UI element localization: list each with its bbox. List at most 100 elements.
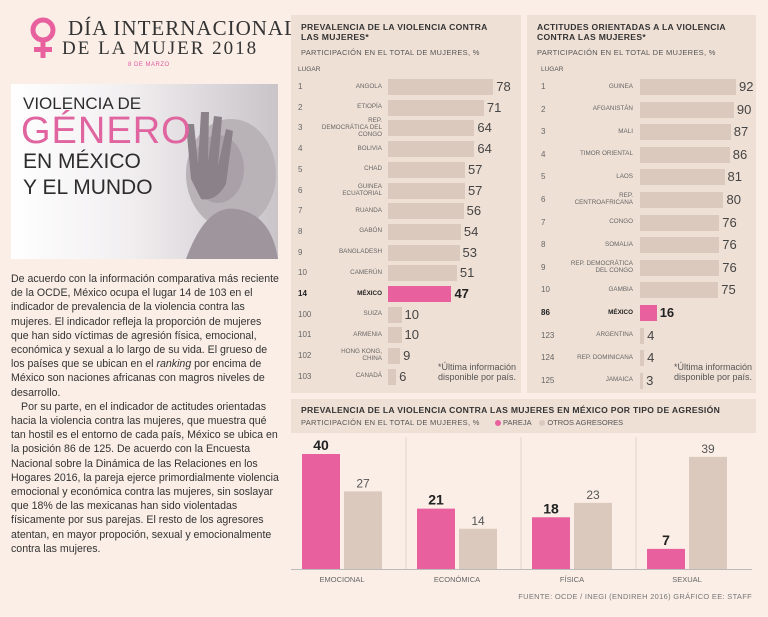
bar-row: 6 REP. CENTROAFRICANA 80 (541, 190, 753, 210)
bar (640, 146, 730, 163)
country-label: SOMALIA (605, 240, 633, 248)
bar-row: 7 CONGO 76 (541, 213, 753, 233)
value-label: 51 (459, 265, 475, 281)
value-label: 10 (404, 327, 419, 343)
value-label: 4 (647, 350, 655, 366)
rank-label: 3 (541, 127, 546, 137)
bar (640, 101, 734, 118)
bar-row: 3 MALI 87 (541, 122, 753, 142)
header-date: 8 DE MARZO (128, 62, 170, 68)
bar (388, 99, 484, 116)
chart3-legend: PAREJA OTROS AGRESORES (489, 418, 623, 427)
value-label: 14 (471, 514, 485, 528)
chart2-note: *Última información disponible por país. (673, 362, 752, 382)
chart2-rows: 1 GUINEA 92 2 AFGANISTÁN 90 3 MALI 87 4 TIMOR ORIE… (541, 77, 753, 397)
value-label: 27 (356, 476, 370, 490)
value-label: 10 (404, 306, 419, 322)
rank-label: 102 (298, 351, 312, 361)
legend-otros-label: OTROS AGRESORES (547, 418, 624, 427)
hero-title-line1: VIOLENCIA DE (23, 94, 142, 113)
value-label: 57 (467, 161, 483, 177)
chart1-rank-label: LUGAR (298, 66, 321, 73)
bar-row: 5 CHAD 57 (298, 160, 518, 180)
rank-label: 103 (298, 371, 312, 381)
country-label: REP. DOMINICANA (577, 353, 633, 361)
chart3-title: PREVALENCIA DE LA VIOLENCIA CONTRA LAS M… (301, 405, 721, 415)
bar (388, 182, 465, 199)
bar-row: 10 CAMERÚN 51 (298, 263, 518, 283)
category-label: FÍSICA (560, 575, 584, 584)
rank-label: 7 (541, 217, 546, 227)
bar-row: 10 GAMBIA 75 (541, 280, 753, 300)
chart1-note: *Última información disponible por país. (437, 362, 516, 382)
type-bar-chart: 40 27 EMOCIONAL 21 14 ECONÓMICA 18 23 FÍSICA 7 39 S… (302, 437, 727, 584)
rank-label: 4 (298, 144, 303, 154)
bar (640, 327, 645, 344)
rank-label: 10 (298, 268, 307, 278)
bar (388, 223, 461, 240)
value-label: 7 (662, 532, 670, 548)
chart1-subtitle: PARTICIPACIÓN EN EL TOTAL DE MUJERES, % (301, 48, 480, 57)
value-label: 47 (454, 286, 469, 301)
value-label: 90 (736, 101, 752, 117)
bar (640, 169, 725, 186)
value-label: 56 (466, 203, 482, 219)
paragraph-2: Por su parte, en el indicador de actitud… (11, 400, 279, 555)
country-label: MALI (618, 127, 633, 135)
value-label: 75 (721, 282, 736, 298)
bar-row: 124 REP. DOMINICANA 4 (541, 348, 753, 368)
bar-row: 123 ARGENTINA 4 (541, 326, 753, 346)
bar-pareja (417, 508, 455, 569)
bar-row: 5 LAOS 81 (541, 167, 753, 187)
venus-symbol-icon (30, 17, 56, 58)
bar-row: 14 MÉXICO 47 (298, 284, 518, 304)
value-label: 21 (428, 492, 444, 508)
bar-row: 9 REP. DEMOCRÁTICA DEL CONGO 76 (541, 258, 753, 278)
rank-label: 9 (298, 247, 303, 257)
hero-title-line3: EN MÉXICO (23, 150, 141, 173)
bar-row: 8 SOMALIA 76 (541, 235, 753, 255)
value-label: 71 (486, 99, 502, 115)
bar (388, 265, 457, 282)
rank-label: 6 (298, 185, 303, 195)
country-label: REP. DEMOCRÁTICA DEL CONGO (570, 259, 633, 274)
value-label: 23 (586, 488, 600, 502)
value-label: 6 (399, 368, 407, 384)
country-label: GAMBIA (608, 285, 634, 293)
rank-label: 8 (541, 240, 546, 250)
rank-label: 2 (298, 102, 303, 112)
bar-row: 125 JAMAICA 3 (541, 371, 753, 391)
bar-otros (344, 491, 382, 569)
hero-image: VIOLENCIA DE GÉNERO EN MÉXICO Y EL MUNDO (11, 84, 278, 259)
value-label: 78 (496, 79, 511, 94)
value-label: 76 (722, 237, 737, 253)
rank-label: 14 (298, 289, 307, 298)
bar (388, 161, 465, 178)
bar-row: 103 CANADÁ 6 (298, 367, 518, 387)
bar-row: 8 GABÓN 54 (298, 222, 518, 242)
rank-label: 5 (298, 164, 303, 174)
header-title-line2: DE LA MUJER 2018 (62, 38, 259, 59)
bar (388, 244, 460, 261)
bar (640, 259, 720, 276)
chart2-rank-label: LUGAR (541, 66, 564, 73)
country-label: CONGO (609, 218, 633, 226)
rank-label: 1 (541, 82, 546, 91)
rank-label: 4 (541, 149, 546, 159)
rank-label: 3 (298, 123, 303, 133)
country-label: SUIZA (363, 310, 382, 318)
legend-pareja-swatch (495, 420, 501, 427)
rank-label: 100 (298, 309, 312, 319)
bar-row: 4 TIMOR ORIENTAL 86 (541, 145, 753, 165)
category-label: SEXUAL (672, 575, 702, 584)
bar (640, 237, 720, 254)
bar (388, 120, 475, 137)
bar-row: 2 AFGANISTÁN 90 (541, 100, 753, 120)
chart3-subtitle: PARTICIPACIÓN EN EL TOTAL DE MUJERES, % (301, 418, 480, 427)
value-label: 57 (467, 182, 483, 198)
bar (388, 348, 401, 365)
header-title-line1: DÍA INTERNACIONAL (68, 16, 298, 40)
bar-pareja (647, 548, 685, 569)
bar (388, 306, 402, 323)
bar (640, 124, 731, 141)
